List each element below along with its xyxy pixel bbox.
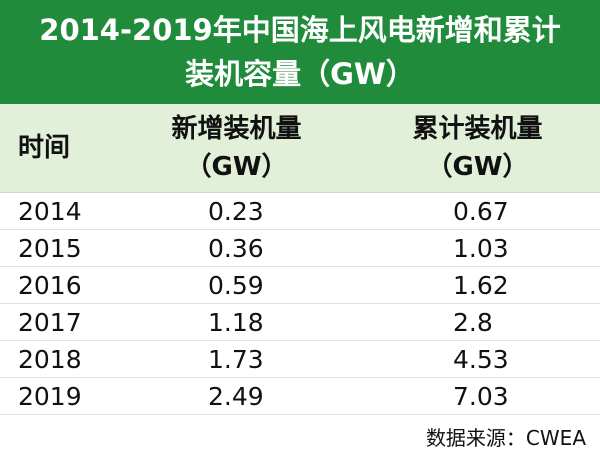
table-row: 2015 0.36 1.03 bbox=[0, 229, 600, 267]
table-body: 2014 0.23 0.67 2015 0.36 1.03 2016 0.59 1.62 2017… bbox=[0, 192, 600, 415]
table-cell: 4.53 bbox=[355, 340, 600, 378]
header-row: 时间 新增装机量 （GW） 累计装机量 （GW） bbox=[0, 104, 600, 193]
table-cell: 7.03 bbox=[355, 377, 600, 415]
table-row: 2016 0.59 1.62 bbox=[0, 266, 600, 304]
column-header: 时间 bbox=[0, 104, 118, 193]
table-cell: 2015 bbox=[0, 229, 118, 267]
table-cell: 2017 bbox=[0, 303, 118, 341]
title-band: 2014-2019年中国海上风电新增和累计 装机容量（GW） bbox=[0, 0, 600, 104]
table-cell: 2.8 bbox=[355, 303, 600, 341]
table-row: 2014 0.23 0.67 bbox=[0, 192, 600, 230]
table-cell: 1.18 bbox=[118, 303, 355, 341]
table-cell: 0.67 bbox=[355, 192, 600, 230]
table-cell: 2014 bbox=[0, 192, 118, 230]
header-line: 新增装机量 bbox=[171, 114, 302, 144]
source-note: 数据来源：CWEA bbox=[425, 426, 586, 450]
table-row: 2019 2.49 7.03 bbox=[0, 377, 600, 415]
table-cell: 1.62 bbox=[355, 266, 600, 304]
header-line: （GW） bbox=[426, 152, 529, 182]
table-cell: 1.73 bbox=[118, 340, 355, 378]
title-line: 2014-2019年中国海上风电新增和累计 bbox=[39, 13, 561, 47]
table-cell: 1.03 bbox=[355, 229, 600, 267]
table-cell: 2016 bbox=[0, 266, 118, 304]
table-cell: 0.23 bbox=[118, 192, 355, 230]
column-header: 累计装机量 （GW） bbox=[355, 104, 600, 193]
table-cell: 0.59 bbox=[118, 266, 355, 304]
column-header: 新增装机量 （GW） bbox=[118, 104, 355, 193]
header-line: 时间 bbox=[18, 133, 71, 163]
table-row: 2018 1.73 4.53 bbox=[0, 340, 600, 378]
table-row: 2017 1.18 2.8 bbox=[0, 303, 600, 341]
table-cell: 0.36 bbox=[118, 229, 355, 267]
table-cell: 2018 bbox=[0, 340, 118, 378]
header-line: 累计装机量 bbox=[412, 114, 543, 144]
table-cell: 2019 bbox=[0, 377, 118, 415]
header-line: （GW） bbox=[185, 152, 288, 182]
table-cell: 2.49 bbox=[118, 377, 355, 415]
data-table: 时间 新增装机量 （GW） 累计装机量 （GW） 2014 0.23 0.67 2015 0.3… bbox=[0, 104, 600, 415]
title-line: 装机容量（GW） bbox=[185, 57, 415, 91]
